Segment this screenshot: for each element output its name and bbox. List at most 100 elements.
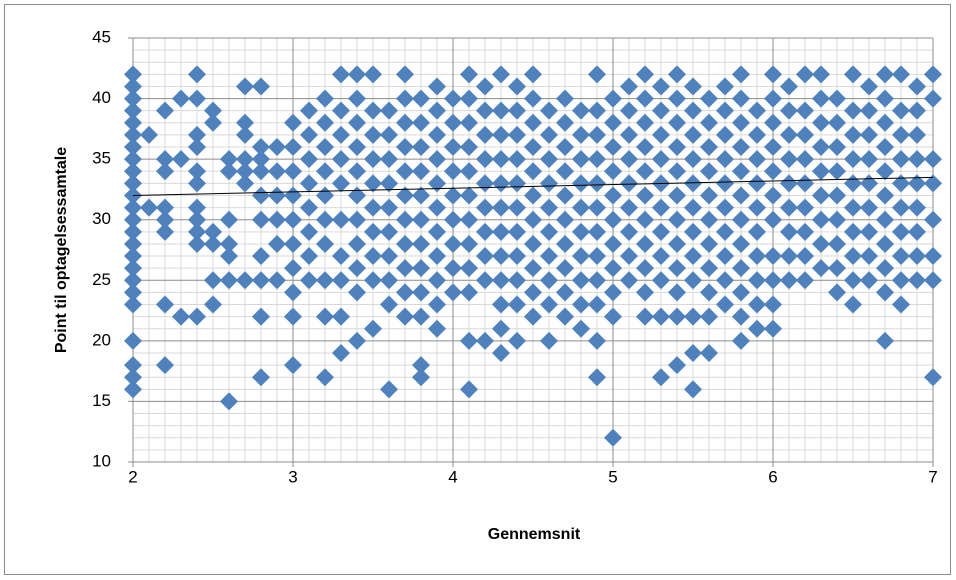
point	[764, 65, 782, 84]
point	[380, 174, 398, 193]
point	[924, 368, 942, 387]
point	[444, 259, 462, 278]
point	[476, 222, 494, 241]
point	[588, 101, 606, 120]
x-tick-label: 5	[608, 467, 617, 486]
point	[876, 89, 894, 108]
point	[332, 101, 350, 120]
x-axis-title: Gennemsnit	[488, 526, 581, 543]
point	[348, 283, 366, 302]
point	[124, 271, 142, 290]
point	[412, 307, 430, 326]
point	[508, 150, 526, 169]
point	[812, 259, 830, 278]
point	[876, 113, 894, 132]
point	[860, 247, 878, 266]
point	[780, 150, 798, 169]
point	[156, 222, 174, 241]
point	[620, 125, 638, 144]
point	[556, 186, 574, 205]
point	[748, 174, 766, 193]
point	[300, 222, 318, 241]
point	[732, 283, 750, 302]
point	[236, 162, 254, 181]
point	[364, 150, 382, 169]
point	[300, 247, 318, 266]
point	[732, 331, 750, 350]
point	[572, 101, 590, 120]
point	[700, 186, 718, 205]
point	[684, 198, 702, 217]
point	[188, 234, 206, 253]
point	[620, 222, 638, 241]
point	[524, 234, 542, 253]
point	[284, 113, 302, 132]
point	[220, 247, 238, 266]
point	[220, 271, 238, 290]
point	[492, 319, 510, 338]
point	[828, 259, 846, 278]
point	[540, 271, 558, 290]
point	[380, 247, 398, 266]
point	[604, 428, 622, 447]
point	[348, 89, 366, 108]
point	[684, 343, 702, 362]
point	[348, 113, 366, 132]
point	[268, 234, 286, 253]
point	[204, 113, 222, 132]
point	[236, 174, 254, 193]
point	[716, 198, 734, 217]
trendline	[132, 176, 934, 196]
point	[188, 222, 206, 241]
point	[572, 198, 590, 217]
point	[716, 295, 734, 314]
point	[476, 331, 494, 350]
point	[556, 113, 574, 132]
point	[876, 186, 894, 205]
point	[428, 150, 446, 169]
point	[332, 247, 350, 266]
point	[188, 307, 206, 326]
point	[284, 356, 302, 375]
point	[572, 125, 590, 144]
point	[588, 198, 606, 217]
point	[540, 222, 558, 241]
x-tick-label: 2	[128, 467, 137, 486]
point	[604, 113, 622, 132]
point	[220, 150, 238, 169]
point	[348, 210, 366, 229]
point	[252, 138, 270, 157]
point	[908, 174, 926, 193]
point	[524, 307, 542, 326]
point	[812, 113, 830, 132]
point	[428, 198, 446, 217]
point	[860, 198, 878, 217]
point	[396, 113, 414, 132]
point	[732, 307, 750, 326]
point	[684, 77, 702, 96]
point	[124, 198, 142, 217]
point	[876, 162, 894, 181]
marks	[124, 65, 942, 447]
point	[428, 295, 446, 314]
x-tick-label: 4	[448, 467, 457, 486]
point	[124, 174, 142, 193]
point	[732, 113, 750, 132]
point	[380, 295, 398, 314]
point	[540, 125, 558, 144]
point	[668, 259, 686, 278]
point	[396, 162, 414, 181]
point	[924, 271, 942, 290]
point	[732, 210, 750, 229]
point	[524, 259, 542, 278]
point	[908, 198, 926, 217]
point	[764, 247, 782, 266]
point	[396, 186, 414, 205]
point	[460, 186, 478, 205]
point	[604, 186, 622, 205]
point	[332, 150, 350, 169]
point	[124, 295, 142, 314]
point	[460, 65, 478, 84]
point	[812, 138, 830, 157]
